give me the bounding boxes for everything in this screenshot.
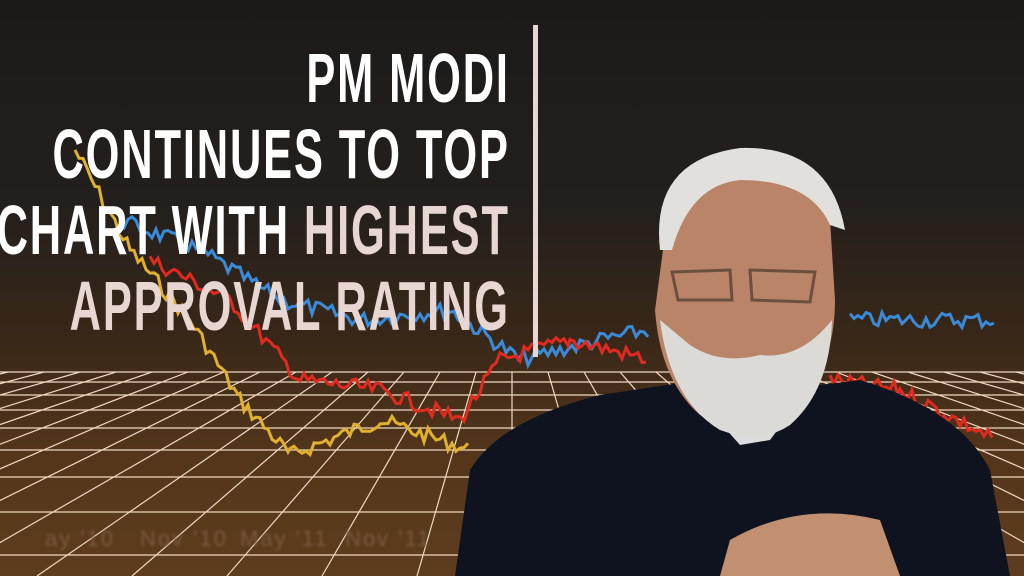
- person-photo: [455, 147, 1010, 576]
- grid-line: [0, 371, 225, 470]
- beard: [660, 320, 832, 437]
- grid-line: [0, 371, 117, 410]
- hand: [720, 513, 900, 576]
- axis-label: Nov '11: [345, 526, 432, 551]
- axis-label: ay '10: [45, 526, 116, 551]
- headline-line-2: CONTINUES TO TOP: [52, 115, 510, 193]
- headline-line-1: PM MODI: [306, 39, 510, 117]
- grid-line: [0, 371, 297, 544]
- grid-line: [131, 371, 369, 576]
- grid-line: [226, 371, 405, 576]
- glasses: [670, 268, 817, 304]
- hair: [659, 147, 845, 250]
- grid-line: [36, 371, 333, 576]
- headline-line-4: APPROVAL RATING: [69, 267, 510, 345]
- grid-line: [416, 371, 477, 576]
- series-line-yellow: [73, 149, 470, 458]
- grid-line: [1015, 371, 1024, 375]
- axis-label: Nov '10: [140, 526, 228, 551]
- headline-line-3-accent: HIGHEST: [304, 191, 510, 269]
- series-line-blue: [119, 215, 650, 370]
- vertical-divider: [533, 25, 538, 357]
- grid-line: [907, 371, 1024, 410]
- grid-line: [0, 371, 261, 502]
- grid-line: [0, 371, 153, 426]
- grid-line: [0, 371, 189, 445]
- headline-line-3-plain: CHART WITH: [0, 191, 291, 269]
- grid-line: [321, 371, 441, 576]
- grid-line: [871, 371, 1024, 426]
- grid-line: [0, 371, 45, 385]
- headline: PM MODI CONTINUES TO TOP CHART WITH HIGH…: [0, 40, 510, 344]
- grid-line: [0, 371, 9, 375]
- axis-label: May '11: [240, 526, 329, 551]
- series-line-blue: [848, 308, 995, 331]
- series-line-red: [148, 254, 647, 425]
- headline-line-3: CHART WITH HIGHEST: [0, 192, 510, 268]
